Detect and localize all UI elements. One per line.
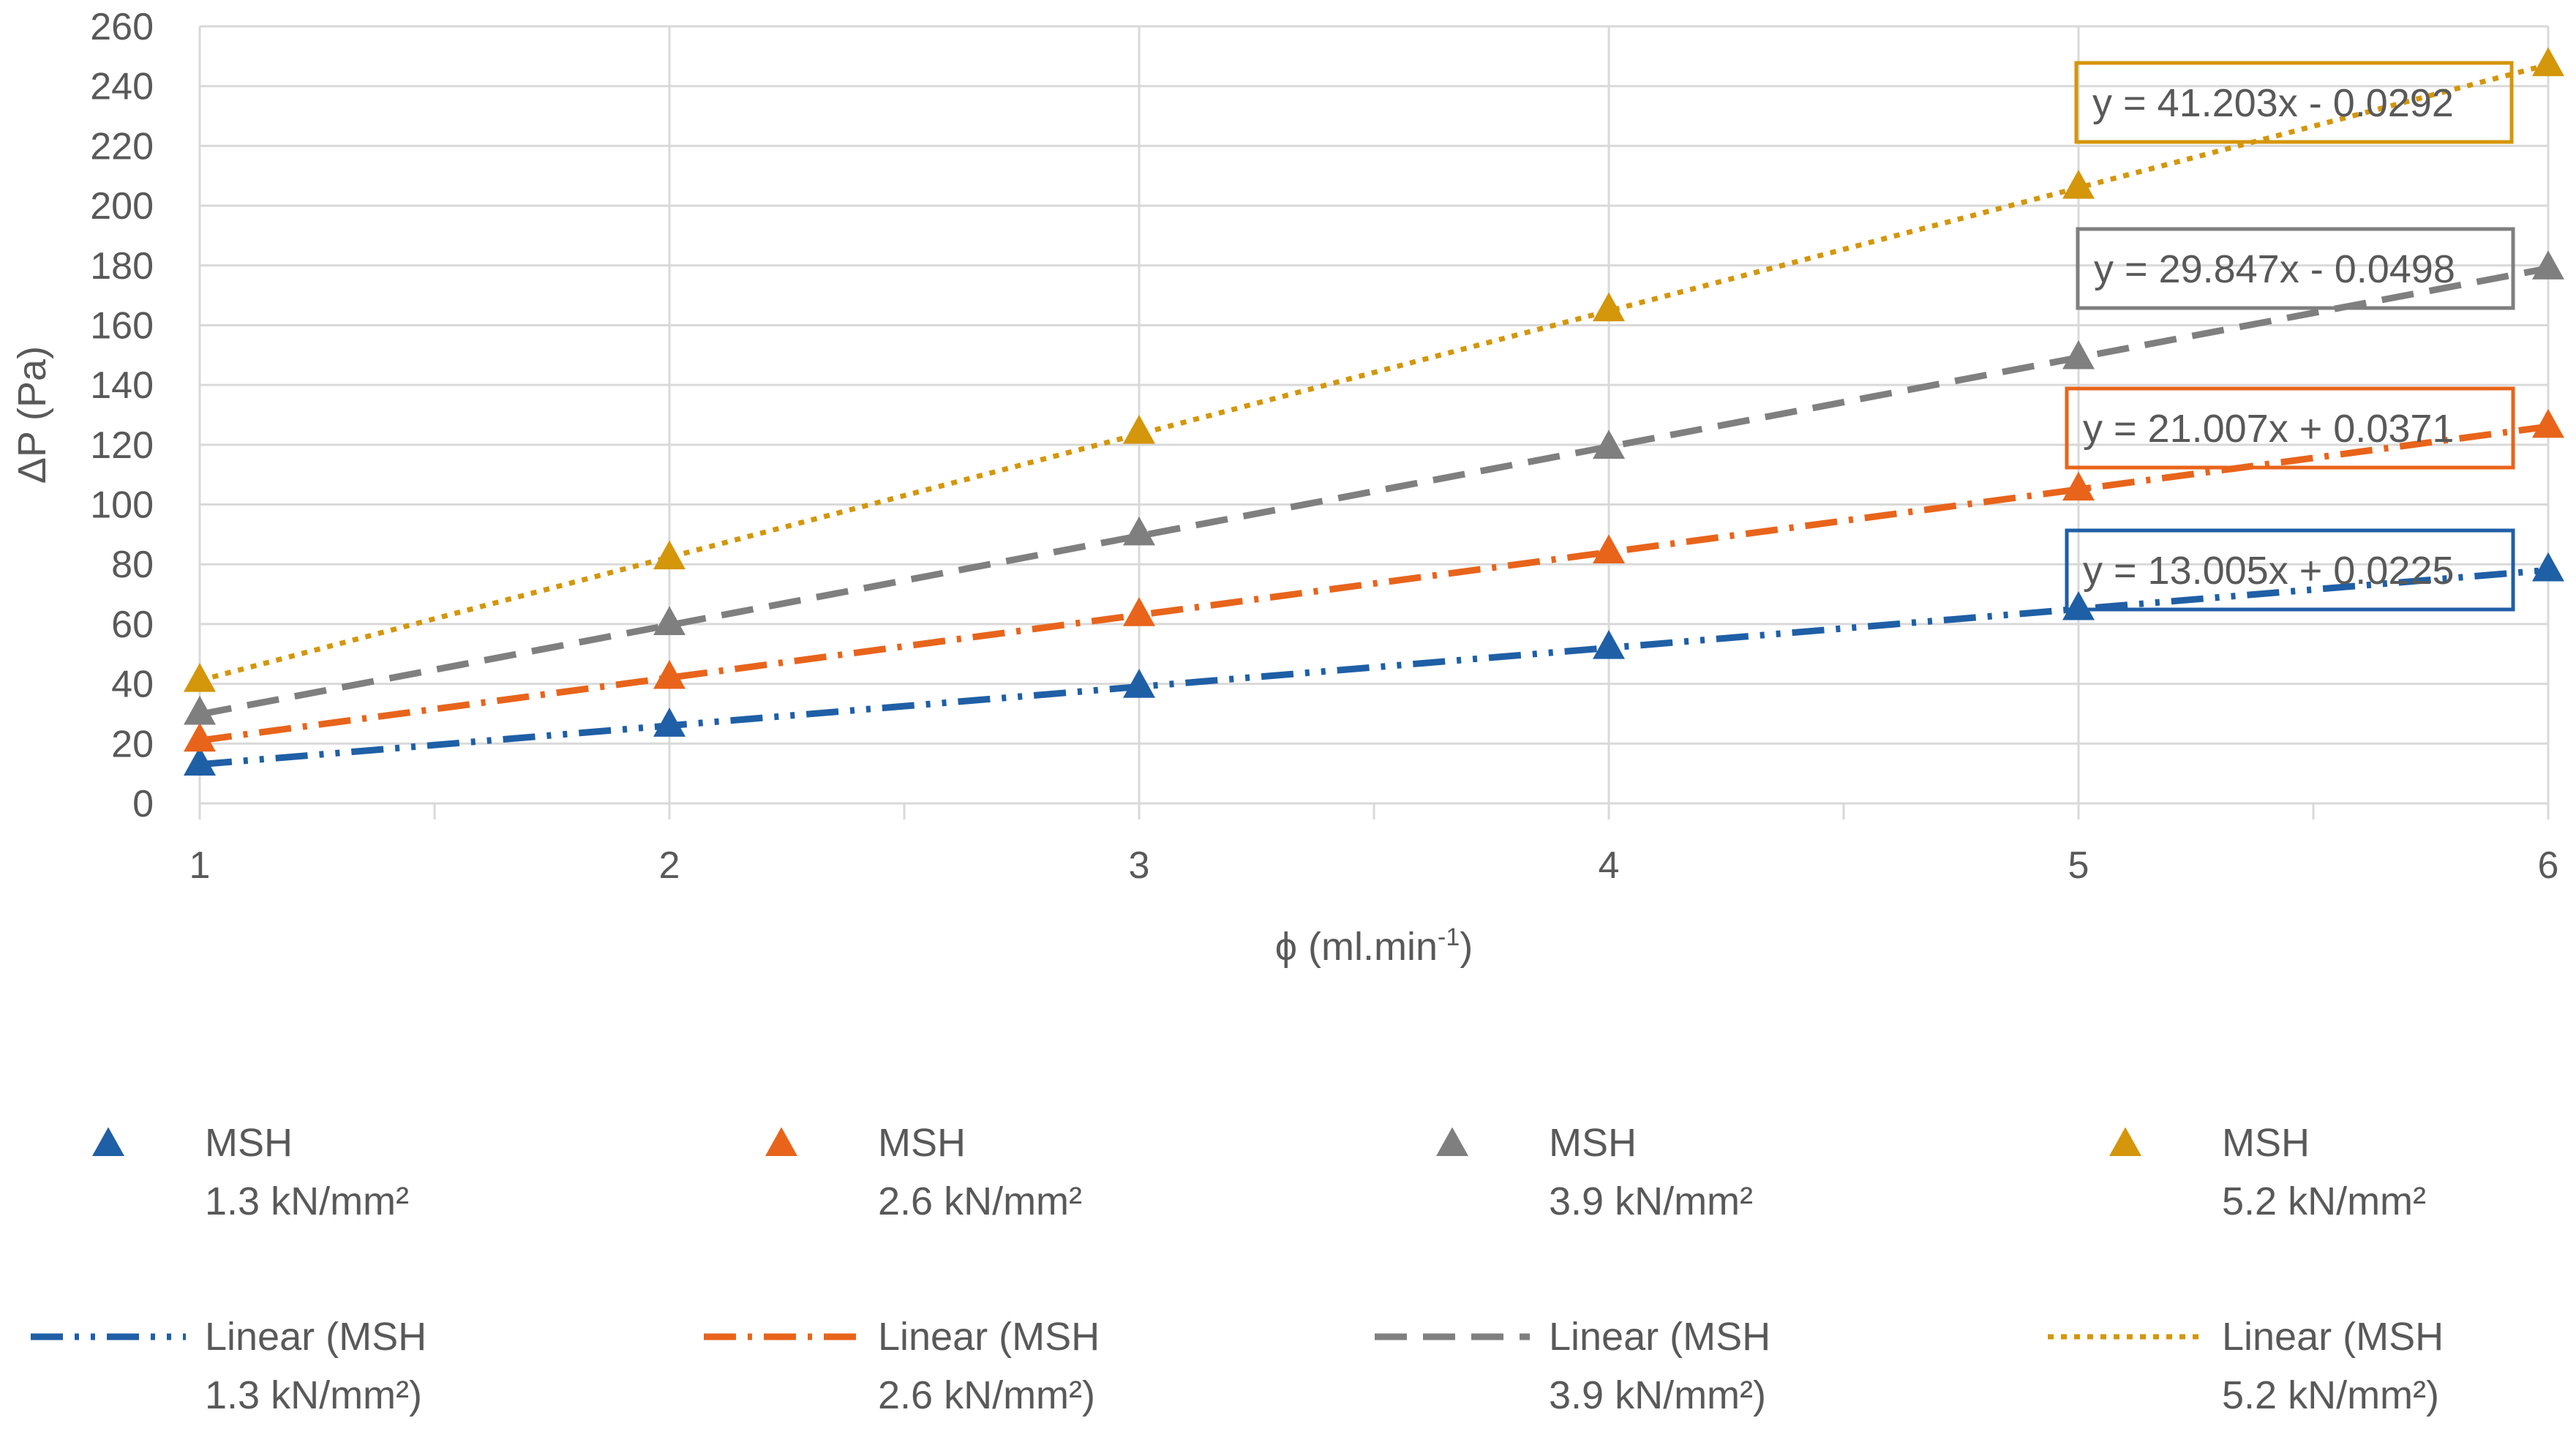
legend-label-series-2-line2: 2.6 kN/mm² [878, 1179, 1082, 1223]
y-tick-label: 100 [90, 484, 154, 527]
y-axis-title: ΔP (Pa) [10, 346, 54, 484]
x-tick-label: 2 [659, 844, 680, 887]
data-point-series-4 [653, 540, 686, 570]
y-tick-label: 0 [132, 783, 154, 825]
legend-trendline-label-series-1-line1: Linear (MSH [205, 1315, 427, 1359]
legend-marker-series-2 [765, 1127, 797, 1157]
legend-label-series-4-line2: 5.2 kN/mm² [2222, 1179, 2426, 1223]
x-axis-title: ϕ (ml.min-1) [1275, 923, 1473, 969]
axes: 0 20 40 60 80 100 120 140 160 180 200 220 240 260 1 2 3 4… [10, 6, 2558, 969]
y-tick-label: 200 [90, 185, 154, 228]
y-tick-label: 160 [90, 304, 154, 347]
x-tick-label: 6 [2538, 844, 2559, 887]
legend-label-series-4-line1: MSH [2222, 1121, 2310, 1165]
data-point-series-3 [1123, 516, 1155, 546]
y-tick-label: 20 [111, 723, 154, 765]
equation-label-series-1: y = 13.005x + 0.0225 [2083, 549, 2454, 593]
x-axis-title-end: ) [1460, 925, 1473, 969]
data-point-series-2 [2532, 408, 2564, 438]
data-point-series-4 [184, 662, 216, 692]
data-point-series-1 [1593, 630, 1625, 659]
legend: MSH 1.3 kN/mm² Linear (MSH 1.3 kN/mm²) MSH 2.… [31, 1121, 2444, 1417]
legend-marker-series-3 [1436, 1127, 1468, 1157]
trendline-series-2 [199, 423, 2549, 744]
data-point-series-4 [1593, 292, 1625, 322]
legend-label-series-1-line2: 1.3 kN/mm² [205, 1179, 409, 1223]
data-point-series-1 [2532, 552, 2564, 582]
trendlines [199, 61, 2549, 768]
y-tick-label: 140 [90, 364, 154, 407]
legend-trendline-label-series-4-line2: 5.2 kN/mm²) [2222, 1373, 2439, 1417]
y-tick-label: 40 [111, 664, 154, 706]
equation-label-series-3: y = 29.847x - 0.0498 [2094, 247, 2455, 291]
x-axis-title-main: ϕ (ml.min [1275, 925, 1438, 969]
x-tick-label: 1 [189, 844, 211, 887]
data-point-series-3 [2062, 339, 2095, 369]
x-tick-label: 5 [2068, 844, 2089, 887]
data-point-series-4 [1123, 414, 1155, 444]
legend-trendline-label-series-2-line2: 2.6 kN/mm²) [878, 1373, 1095, 1417]
y-tick-label: 180 [90, 245, 154, 288]
legend-trendline-label-series-3-line2: 3.9 kN/mm²) [1549, 1373, 1766, 1417]
data-point-series-4 [2062, 170, 2095, 199]
data-markers [184, 47, 2564, 776]
data-point-series-2 [2062, 471, 2095, 501]
equation-box-series-4 [2074, 61, 2514, 144]
y-tick-label: 80 [111, 544, 154, 586]
data-point-series-1 [2062, 590, 2095, 620]
equation-box-series-1 [2065, 528, 2515, 612]
equation-box-series-3 [2076, 227, 2515, 310]
x-axis-title-superscript: -1 [1438, 923, 1460, 951]
trendline-series-4 [199, 61, 2549, 683]
data-point-series-2 [653, 659, 686, 689]
equation-label-series-2: y = 21.007x + 0.0371 [2083, 407, 2454, 451]
x-tick-label: 3 [1129, 844, 1150, 887]
legend-label-series-3-line1: MSH [1549, 1121, 1637, 1165]
data-point-series-3 [184, 695, 216, 725]
data-point-series-3 [653, 606, 686, 635]
trendline-series-3 [199, 265, 2549, 718]
x-tick-label: 4 [1599, 844, 1620, 887]
legend-label-series-2-line1: MSH [878, 1121, 966, 1165]
data-point-series-1 [1123, 669, 1155, 698]
trendline-series-1 [199, 566, 2549, 768]
y-tick-label: 60 [111, 604, 154, 646]
legend-marker-series-4 [2109, 1127, 2141, 1157]
data-point-series-2 [184, 722, 216, 752]
data-point-series-2 [1123, 597, 1155, 626]
y-tick-label: 120 [90, 424, 154, 467]
y-tick-label: 240 [90, 66, 154, 108]
legend-label-series-3-line2: 3.9 kN/mm² [1549, 1179, 1753, 1223]
y-tick-label: 260 [90, 6, 154, 48]
legend-label-series-1-line1: MSH [205, 1121, 293, 1165]
legend-trendline-label-series-3-line1: Linear (MSH [1549, 1315, 1770, 1359]
trendline-equations: y = 13.005x + 0.0225 y = 21.007x + 0.0371… [2065, 61, 2515, 612]
y-tick-label: 220 [90, 125, 154, 168]
data-point-series-1 [184, 746, 216, 776]
legend-trendline-label-series-1-line2: 1.3 kN/mm²) [205, 1373, 422, 1417]
data-point-series-3 [2532, 250, 2564, 279]
legend-trendline-label-series-4-line1: Linear (MSH [2222, 1315, 2444, 1359]
equation-label-series-4: y = 41.203x - 0.0292 [2092, 81, 2454, 125]
data-point-series-4 [2532, 47, 2564, 77]
legend-trendline-label-series-2-line1: Linear (MSH [878, 1315, 1100, 1359]
legend-marker-series-1 [92, 1127, 124, 1157]
data-point-series-1 [653, 708, 686, 737]
data-point-series-2 [1593, 534, 1625, 563]
equation-box-series-2 [2065, 386, 2515, 470]
data-point-series-3 [1593, 429, 1625, 459]
